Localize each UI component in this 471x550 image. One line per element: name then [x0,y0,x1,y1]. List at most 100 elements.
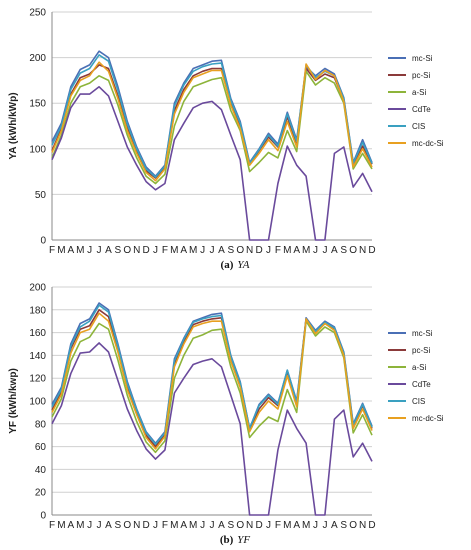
xtick-label-b-9: N [133,520,140,531]
xtick-label-a-32: O [349,245,357,256]
xtick-label-a-34: D [368,245,375,256]
xtick-label-b-30: A [331,520,338,531]
series-line-b-mc-si [51,302,373,444]
legend-entry-a-1: pc-Si [412,71,430,80]
xtick-label-a-18: A [218,245,225,256]
xtick-label-b-26: A [293,520,300,531]
xtick-label-b-10: D [143,520,150,531]
legend-entry-b-2: a-Si [412,363,426,372]
ytick-label-a-2: 100 [29,144,46,155]
xtick-label-b-22: D [255,520,262,531]
xtick-label-a-19: S [227,245,234,256]
xtick-label-a-21: N [246,245,253,256]
xtick-label-a-5: J [97,245,102,256]
legend-entry-b-5: mc-dc-Si [412,414,444,423]
chart-panel-a: 0 50 100 150 200 250 F M A M J J A S O N D J F M A M J J A S O N D J F… [8,8,444,272]
series-line-a-mc-dc-si [51,61,373,182]
xtick-label-b-18: A [218,520,225,531]
xtick-label-a-1: M [57,245,65,256]
y-axis-label-a: YA (kWh/kWp) [8,92,19,159]
series-line-a-pc-si [51,64,373,179]
ytick-label-b-7: 140 [29,351,46,362]
xtick-label-a-12: F [162,245,168,256]
xtick-label-b-28: J [313,520,318,531]
xtick-label-a-27: M [302,245,310,256]
xtick-label-a-14: A [180,245,187,256]
xtick-label-a-22: D [255,245,262,256]
panel-symbol-a: YA [237,259,249,271]
xtick-label-b-15: M [189,520,197,531]
series-line-b-cdte [51,342,373,516]
series-line-b-mc-dc-si [51,312,373,450]
xtick-label-a-7: S [115,245,122,256]
legend-entry-b-1: pc-Si [412,346,430,355]
ytick-label-b-9: 180 [29,305,46,316]
xtick-label-b-11: J [153,520,158,531]
series-line-a-a-si [51,70,373,185]
ytick-label-b-8: 160 [29,328,46,339]
legend-entry-a-2: a-Si [412,88,426,97]
y-axis-label-b: YF (kWh/kwp) [8,368,19,434]
chart-panel-b: 0 20 40 60 80 100 120 140 160 180 200 F M A M J J A S O N D J F… [0,275,471,550]
xtick-label-b-17: J [210,520,215,531]
legend-entry-b-0: mc-Si [412,329,433,338]
legend-entry-a-4: CIS [412,122,425,131]
xtick-label-a-13: M [170,245,178,256]
xtick-label-b-29: J [322,520,327,531]
xtick-label-a-6: A [105,245,112,256]
ytick-label-b-10: 200 [29,283,46,294]
xtick-label-a-29: J [322,245,327,256]
xtick-label-b-3: M [76,520,84,531]
xtick-label-b-7: S [115,520,122,531]
xtick-label-b-24: F [275,520,281,531]
xtick-label-b-21: N [246,520,253,531]
ytick-label-b-0: 0 [40,511,46,522]
xtick-label-b-32: O [349,520,357,531]
ytick-label-a-3: 150 [29,99,46,110]
xtick-label-a-3: M [76,245,84,256]
ytick-label-a-5: 250 [29,8,46,19]
xtick-label-a-30: A [331,245,338,256]
panel-label-a: (a) [221,259,234,271]
ytick-label-a-1: 50 [35,190,47,201]
ytick-label-b-6: 120 [29,374,46,385]
legend-entry-a-3: CdTe [412,105,431,114]
legend-entry-b-4: CIS [412,397,425,406]
xtick-label-a-24: F [275,245,281,256]
xtick-label-a-25: M [283,245,291,256]
panel-caption-a: (a) YA [221,259,250,271]
xtick-label-a-23: J [266,245,271,256]
xtick-label-b-25: M [283,520,291,531]
xtick-label-a-2: A [67,245,74,256]
xtick-label-b-23: J [266,520,271,531]
xtick-label-a-10: D [143,245,150,256]
ytick-label-b-3: 60 [35,442,47,453]
series-line-a-cdte [51,86,373,241]
xtick-label-b-8: O [123,520,131,531]
xtick-label-a-16: J [200,245,205,256]
xtick-label-b-34: D [368,520,375,531]
ytick-label-b-4: 80 [35,419,47,430]
xtick-label-a-4: J [87,245,92,256]
xtick-label-a-11: J [153,245,158,256]
xtick-label-a-28: J [313,245,318,256]
xtick-label-a-31: S [340,245,347,256]
panel-symbol-b: YF [237,534,250,546]
xtick-label-b-2: A [67,520,74,531]
xtick-label-b-31: S [340,520,347,531]
series-line-b-cis [51,304,373,446]
xtick-label-a-8: O [123,245,131,256]
xtick-label-b-6: A [105,520,112,531]
xtick-label-a-33: N [359,245,366,256]
xtick-label-b-16: J [200,520,205,531]
xtick-label-b-33: N [359,520,366,531]
xtick-label-b-1: M [57,520,65,531]
xtick-label-b-4: J [87,520,92,531]
xtick-label-a-26: A [293,245,300,256]
ytick-label-b-5: 100 [29,397,46,408]
panel-label-b: (b) [220,534,234,546]
legend-entry-a-5: mc-dc-Si [412,139,444,148]
xtick-label-b-5: J [97,520,102,531]
